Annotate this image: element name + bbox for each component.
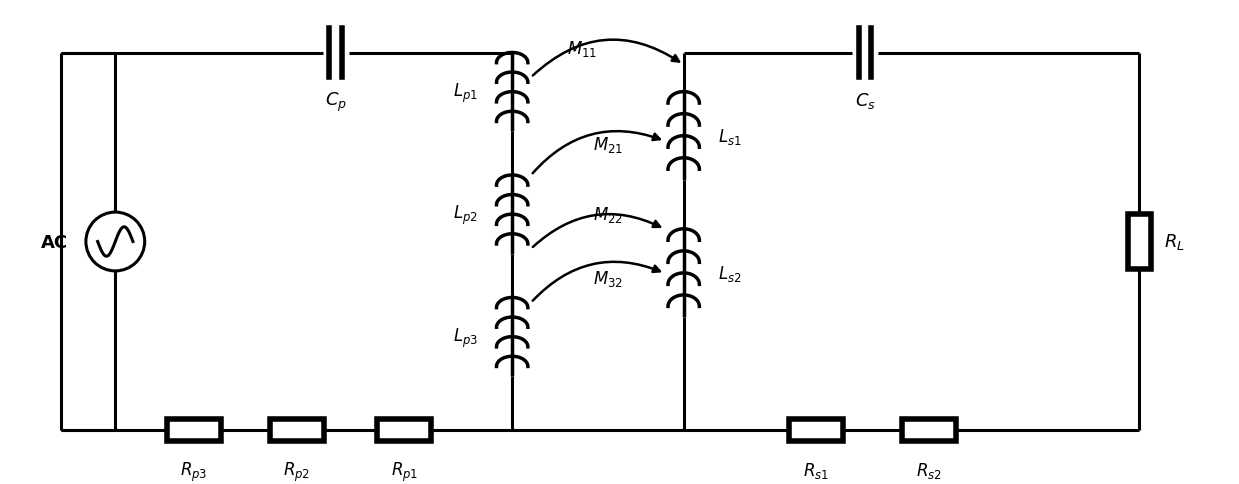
Text: $C_p$: $C_p$ bbox=[325, 91, 347, 114]
Bar bbox=[378, 420, 431, 441]
Bar bbox=[789, 420, 843, 441]
Text: AC: AC bbox=[41, 233, 68, 251]
Text: $L_{s1}$: $L_{s1}$ bbox=[717, 127, 742, 147]
Text: $L_{p3}$: $L_{p3}$ bbox=[452, 326, 478, 349]
Text: $R_L$: $R_L$ bbox=[1163, 232, 1184, 252]
Text: $R_{p1}$: $R_{p1}$ bbox=[390, 460, 418, 483]
Text: $L_{s2}$: $L_{s2}$ bbox=[717, 264, 742, 284]
Text: $M_{21}$: $M_{21}$ bbox=[592, 135, 623, 154]
Text: $R_{p2}$: $R_{p2}$ bbox=[282, 460, 310, 483]
Bar bbox=[167, 420, 221, 441]
Text: $M_{32}$: $M_{32}$ bbox=[592, 269, 623, 288]
Text: $R_{s2}$: $R_{s2}$ bbox=[916, 460, 942, 480]
Text: $C_s$: $C_s$ bbox=[855, 91, 876, 111]
Bar bbox=[1127, 214, 1151, 270]
Text: $L_{p2}$: $L_{p2}$ bbox=[453, 204, 478, 227]
Text: $M_{22}$: $M_{22}$ bbox=[592, 205, 623, 225]
Text: $L_{p1}$: $L_{p1}$ bbox=[453, 81, 478, 105]
Text: $M_{11}$: $M_{11}$ bbox=[566, 39, 597, 59]
Text: $R_{s1}$: $R_{s1}$ bbox=[803, 460, 829, 480]
Bar bbox=[902, 420, 955, 441]
Text: $R_{p3}$: $R_{p3}$ bbox=[180, 460, 207, 483]
Bar bbox=[270, 420, 323, 441]
